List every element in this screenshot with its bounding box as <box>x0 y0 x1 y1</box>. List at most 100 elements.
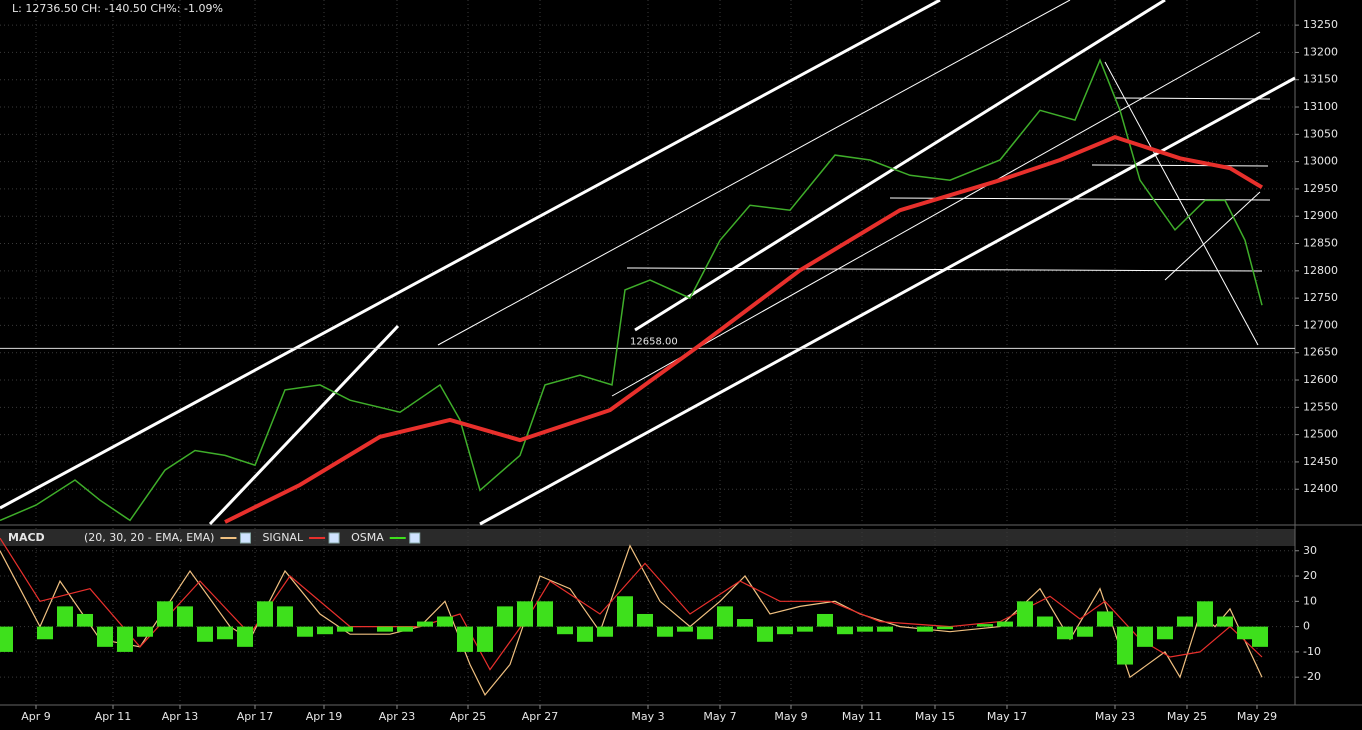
osma-bar <box>797 626 813 632</box>
y-tick-label: 30 <box>1303 544 1317 557</box>
x-tick-label: May 3 <box>631 710 664 723</box>
osma-bar <box>857 626 873 632</box>
y-tick-label: 13150 <box>1303 73 1338 86</box>
x-tick-label: Apr 11 <box>95 710 132 723</box>
osma-bar <box>637 613 653 627</box>
osma-bar <box>317 626 333 635</box>
legend-checkbox <box>409 532 421 544</box>
osma-bar <box>537 601 553 627</box>
osma-bar <box>1252 626 1268 647</box>
osma-bar <box>257 601 273 627</box>
osma-bar <box>177 606 193 627</box>
y-tick-label: 12800 <box>1303 264 1338 277</box>
osma-bar <box>1177 616 1193 627</box>
osma-bar <box>677 626 693 632</box>
osma-bar <box>937 626 953 630</box>
osma-bar <box>1097 611 1113 627</box>
y-tick-label: 12550 <box>1303 400 1338 413</box>
level-line <box>1114 97 1271 100</box>
y-tick-label: 12650 <box>1303 346 1338 359</box>
y-tick-label: 12750 <box>1303 291 1338 304</box>
trendline <box>208 324 400 526</box>
osma-bar <box>717 606 733 627</box>
x-tick-label: May 9 <box>774 710 807 723</box>
osma-bar <box>577 626 593 642</box>
y-tick-label: 13200 <box>1303 45 1338 58</box>
quote-header: L: 12736.50 CH: -140.50 CH%: -1.09% <box>12 2 223 15</box>
osma-bar <box>657 626 673 637</box>
osma-bar <box>1157 626 1173 640</box>
y-tick-label: 12600 <box>1303 373 1338 386</box>
legend-label: (20, 30, 20 - EMA, EMA) <box>84 531 214 544</box>
osma-bar <box>597 626 613 637</box>
osma-bar <box>1197 601 1213 627</box>
osma-bar <box>617 596 633 627</box>
series-line <box>0 58 1263 522</box>
osma-bar <box>477 626 493 652</box>
x-tick-label: Apr 17 <box>237 710 274 723</box>
osma-bar <box>157 601 173 627</box>
osma-bar <box>1137 626 1153 647</box>
osma-bar <box>117 626 133 652</box>
x-tick-label: Apr 13 <box>162 710 199 723</box>
trendline <box>437 0 1071 346</box>
osma-bar <box>997 621 1013 627</box>
y-tick-label: 20 <box>1303 569 1317 582</box>
y-tick-label: 13250 <box>1303 18 1338 31</box>
x-tick-label: Apr 25 <box>450 710 487 723</box>
y-tick-label: 13100 <box>1303 100 1338 113</box>
y-tick-label: 13000 <box>1303 155 1338 168</box>
x-tick-label: May 25 <box>1167 710 1207 723</box>
osma-bar <box>457 626 473 652</box>
series-line <box>0 537 1263 671</box>
osma-bar <box>377 626 393 632</box>
y-tick-label: 12850 <box>1303 237 1338 250</box>
osma-bar <box>77 613 93 627</box>
x-tick-label: May 7 <box>703 710 736 723</box>
y-tick-label: -10 <box>1303 645 1321 658</box>
osma-bar <box>977 624 993 627</box>
x-tick-label: Apr 27 <box>522 710 559 723</box>
x-tick-label: May 17 <box>987 710 1027 723</box>
osma-bar <box>37 626 53 640</box>
osma-bar <box>217 626 233 640</box>
osma-bar <box>737 619 753 627</box>
osma-bar <box>777 626 793 635</box>
y-tick-label: 13050 <box>1303 127 1338 140</box>
osma-bar <box>1037 616 1053 627</box>
legend-label: OSMA <box>351 531 384 544</box>
annotation: 12658.00 <box>630 336 678 347</box>
legend-checkbox <box>239 532 251 544</box>
trendlines <box>0 0 1296 526</box>
osma-bar <box>517 601 533 627</box>
x-tick-label: Apr 9 <box>21 710 51 723</box>
trendline <box>634 0 1166 332</box>
trendline <box>1104 61 1259 346</box>
legend-checkbox <box>328 532 340 544</box>
osma-bar <box>1117 626 1133 665</box>
macd-label: MACD <box>8 531 45 544</box>
osma-bar <box>837 626 853 635</box>
x-tick-label: May 29 <box>1237 710 1277 723</box>
x-tick-label: May 15 <box>915 710 955 723</box>
osma-bar <box>1217 616 1233 627</box>
x-tick-label: May 23 <box>1095 710 1135 723</box>
x-tick-label: Apr 23 <box>379 710 416 723</box>
osma-bar <box>1077 626 1093 637</box>
x-tick-label: Apr 19 <box>306 710 343 723</box>
osma-bar <box>197 626 213 642</box>
y-tick-label: 12500 <box>1303 428 1338 441</box>
osma-bar <box>497 606 513 627</box>
osma-bar <box>1017 601 1033 627</box>
osma-bar <box>697 626 713 640</box>
osma-bar <box>297 626 313 637</box>
osma-bar <box>1057 626 1073 640</box>
osma-bar <box>877 626 893 632</box>
osma-bar <box>417 621 433 627</box>
y-tick-label: 12400 <box>1303 482 1338 495</box>
osma-bar <box>0 626 13 652</box>
y-tick-label: 12950 <box>1303 182 1338 195</box>
osma-bar <box>397 626 413 632</box>
